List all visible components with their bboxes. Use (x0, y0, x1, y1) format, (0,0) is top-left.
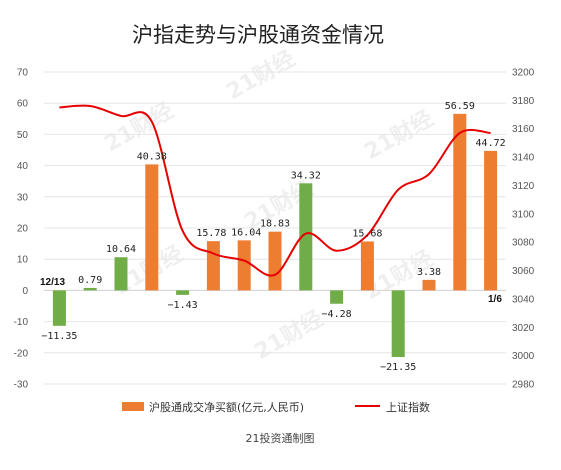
line-series (59, 104, 491, 277)
bar (484, 150, 498, 291)
bar (83, 287, 97, 291)
start-date-label: 12/13 (40, 277, 65, 288)
legend-bar-swatch (122, 402, 144, 411)
y-right-tick-label: 3100 (512, 209, 535, 220)
y-axis-right: 3200 3180 3160 3140 3120 3100 3080 3060 3040 3020… (512, 68, 535, 391)
y-left-tick-label: 50 (17, 130, 29, 141)
bar-value-label: 16.04 (231, 227, 261, 238)
bar (360, 241, 374, 291)
y-right-tick-label: 3060 (512, 266, 535, 277)
y-right-tick-label: 3120 (512, 181, 535, 192)
bar-value-label: 34.32 (291, 170, 321, 181)
bar (206, 241, 220, 291)
bar (237, 240, 251, 291)
bar (453, 113, 467, 291)
y-left-tick-label: 30 (17, 192, 29, 203)
y-left-tick-label: -10 (14, 317, 29, 328)
y-left-tick-label: 20 (17, 224, 29, 235)
y-right-tick-label: 3040 (512, 294, 535, 305)
bar-value-label: −11.35 (41, 331, 77, 342)
chart-title: 沪指走势与沪股通资金情况 (132, 23, 384, 47)
bar (114, 257, 128, 291)
bar-value-label: 10.64 (106, 244, 136, 255)
bar (145, 164, 159, 291)
watermark-text: 21财经 (222, 45, 300, 105)
bar-value-label: 18.83 (260, 219, 290, 230)
watermark-text: 21财经 (360, 105, 438, 165)
y-right-tick-label: 3180 (512, 96, 535, 107)
y-right-tick-label: 3200 (512, 68, 535, 79)
y-right-tick-label: 2980 (512, 380, 535, 391)
y-right-tick-label: 3160 (512, 124, 535, 135)
bar (176, 290, 190, 295)
watermark-text: 21财经 (100, 97, 178, 157)
bar-value-label: 15.68 (352, 228, 382, 239)
y-left-tick-label: -20 (14, 348, 29, 359)
bar-value-label: −1.43 (168, 300, 198, 311)
y-right-tick-label: 3140 (512, 153, 535, 164)
source-note: 21投资通制图 (246, 431, 315, 445)
bar-value-label: 0.79 (78, 275, 102, 286)
y-left-tick-label: 0 (22, 286, 28, 297)
y-right-tick-label: 3000 (512, 351, 535, 362)
bar-series (52, 113, 498, 358)
y-left-tick-label: 70 (17, 68, 29, 79)
y-right-tick-label: 3020 (512, 323, 535, 334)
data-labels: −11.35 0.79 10.64 40.38 −1.43 15.78 16.0418.83… (41, 101, 505, 373)
bar (268, 231, 282, 291)
y-right-tick-label: 3080 (512, 238, 535, 249)
bar-value-label: 44.72 (476, 138, 506, 149)
y-left-tick-label: -30 (14, 380, 29, 391)
bar-value-label: −4.28 (322, 309, 352, 320)
legend: 沪股通成交净买额(亿元,人民币) 上证指数 (122, 400, 430, 414)
bar (52, 290, 66, 326)
y-left-tick-label: 60 (17, 99, 29, 110)
bar (330, 290, 344, 304)
bar-value-label: 3.38 (417, 267, 441, 278)
y-left-tick-label: 10 (17, 255, 29, 266)
watermark-text: 21财经 (250, 305, 328, 365)
bar-value-label: 15.78 (196, 228, 226, 239)
bar (299, 183, 313, 291)
bar (422, 279, 436, 291)
bar-value-label: 40.38 (137, 151, 167, 162)
bar-value-label: −21.35 (380, 362, 416, 373)
legend-line-label: 上证指数 (386, 400, 430, 414)
bar-value-label: 56.59 (445, 101, 475, 112)
end-date-label: 1/6 (488, 294, 502, 305)
y-axis-left: 70 60 50 40 30 20 10 0 -10 -20 -30 (14, 68, 29, 391)
y-left-tick-label: 40 (17, 161, 29, 172)
index-line (59, 104, 491, 277)
legend-bar-label: 沪股通成交净买额(亿元,人民币) (149, 400, 304, 414)
bar (391, 290, 405, 358)
